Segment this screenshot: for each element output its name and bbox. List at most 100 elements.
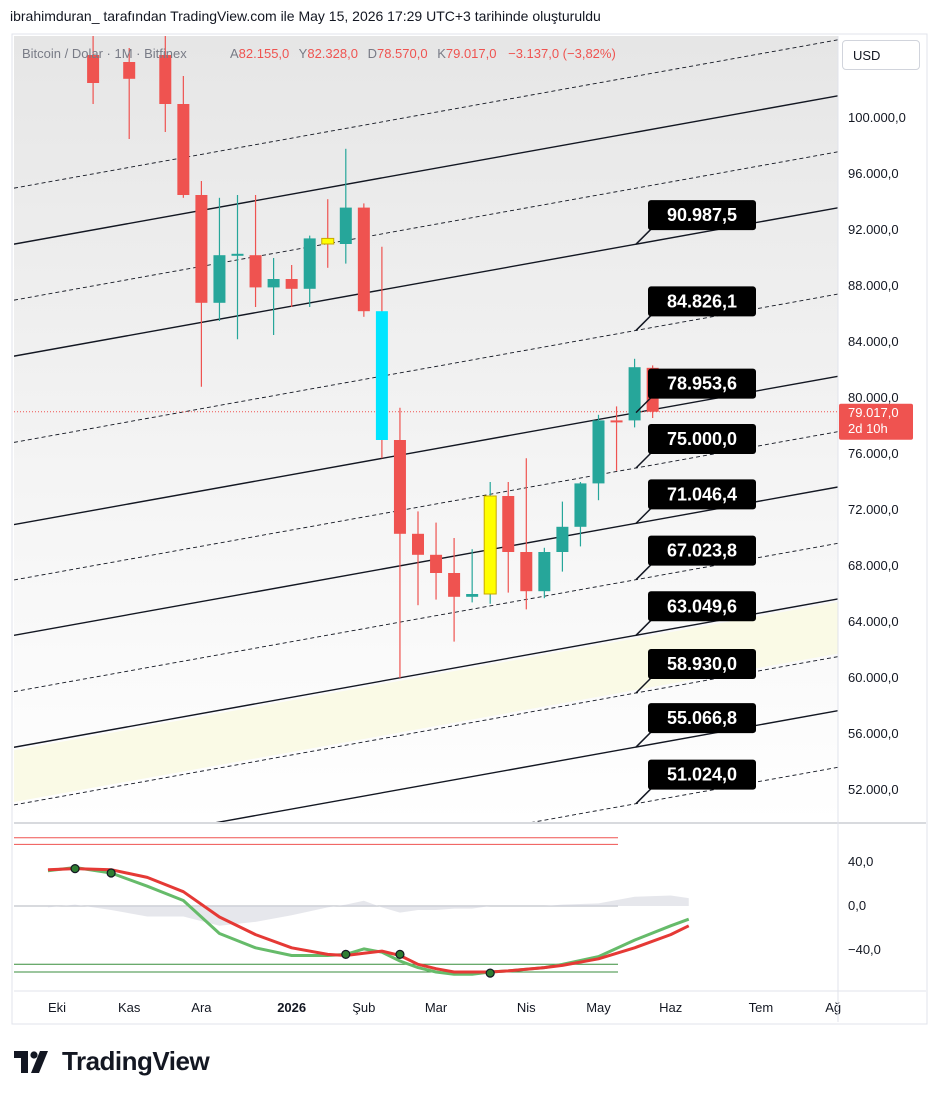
candle-body[interactable] bbox=[430, 554, 443, 573]
candle-body[interactable] bbox=[574, 483, 587, 527]
currency-button[interactable]: USD bbox=[842, 40, 920, 70]
candle-body[interactable] bbox=[520, 552, 533, 592]
close-label: K bbox=[437, 46, 446, 61]
label-box bbox=[648, 759, 756, 790]
channel-line[interactable] bbox=[14, 375, 838, 526]
candle-body[interactable] bbox=[123, 62, 136, 79]
channel-label[interactable]: 84.826,1 bbox=[635, 286, 756, 331]
label-box bbox=[648, 648, 756, 679]
candle-body[interactable] bbox=[213, 255, 226, 303]
open-label: A bbox=[230, 46, 239, 61]
price-tick-label: 96.000,0 bbox=[848, 166, 899, 181]
price-tick-label: 88.000,0 bbox=[848, 278, 899, 293]
channel-label[interactable]: 51.024,0 bbox=[635, 759, 756, 805]
high-label: Y bbox=[299, 46, 308, 61]
cross-marker bbox=[485, 968, 495, 978]
label-box bbox=[648, 286, 756, 317]
price-tick-label: 76.000,0 bbox=[848, 446, 899, 461]
time-tick-label: Tem bbox=[749, 1000, 774, 1015]
candle-body[interactable] bbox=[159, 55, 172, 104]
candle-body[interactable] bbox=[538, 552, 551, 592]
candle-body[interactable] bbox=[466, 594, 479, 597]
candle-body[interactable] bbox=[357, 207, 370, 312]
price-tick-label: 92.000,0 bbox=[848, 222, 899, 237]
channel-label-text: 58.930,0 bbox=[667, 654, 737, 674]
high-value: 82.328,0 bbox=[307, 46, 358, 61]
price-tick-label: 68.000,0 bbox=[848, 558, 899, 573]
price-tick-label: 56.000,0 bbox=[848, 726, 899, 741]
channel-label-text: 78.953,6 bbox=[667, 374, 737, 394]
symbol-legend[interactable]: Bitcoin / Dolar · 1M · Bitfinex A82.155,… bbox=[22, 46, 616, 61]
low-value: 78.570,0 bbox=[377, 46, 428, 61]
channel-label-text: 75.000,0 bbox=[667, 429, 737, 449]
time-tick-label: Kas bbox=[118, 1000, 141, 1015]
channel-label[interactable]: 90.987,5 bbox=[635, 200, 756, 245]
candle-body[interactable] bbox=[448, 573, 461, 597]
channel-label-text: 84.826,1 bbox=[667, 291, 737, 311]
candle-body[interactable] bbox=[267, 279, 280, 288]
channel-line[interactable] bbox=[14, 207, 838, 357]
candle-body[interactable] bbox=[87, 55, 100, 83]
candle-body[interactable] bbox=[231, 253, 244, 256]
channel-line[interactable] bbox=[14, 710, 838, 859]
cross-marker bbox=[341, 949, 351, 960]
candle-body[interactable] bbox=[483, 495, 497, 595]
ohlc-values: A82.155,0 Y82.328,0 D78.570,0 K79.017,0 … bbox=[230, 46, 616, 61]
candle-body[interactable] bbox=[592, 420, 605, 484]
channel-label-text: 71.046,4 bbox=[667, 484, 737, 504]
candle-body[interactable] bbox=[321, 237, 335, 245]
time-tick-label: 2026 bbox=[277, 1000, 306, 1015]
price-tick-label: 60.000,0 bbox=[848, 670, 899, 685]
candle-body[interactable] bbox=[502, 496, 515, 552]
label-box bbox=[648, 535, 756, 566]
candle-body[interactable] bbox=[628, 367, 641, 421]
candle-body[interactable] bbox=[177, 104, 190, 195]
channel-label[interactable]: 63.049,6 bbox=[635, 591, 756, 636]
candle-body[interactable] bbox=[195, 195, 208, 303]
candle-body[interactable] bbox=[339, 207, 352, 244]
time-tick-label: May bbox=[586, 1000, 611, 1015]
symbol-name: Bitcoin / Dolar · 1M · Bitfinex bbox=[22, 46, 187, 61]
candle-body[interactable] bbox=[393, 440, 406, 534]
channel-label[interactable]: 67.023,8 bbox=[635, 535, 756, 581]
channel-label[interactable]: 71.046,4 bbox=[635, 479, 756, 524]
cross-marker bbox=[70, 863, 80, 874]
price-tick-label: 64.000,0 bbox=[848, 614, 899, 629]
channel-line[interactable] bbox=[14, 486, 838, 636]
highlight-band bbox=[14, 601, 838, 802]
price-tick-label: 80.000,0 bbox=[848, 390, 899, 405]
price-tick-label: 72.000,0 bbox=[848, 502, 899, 517]
candle-body[interactable] bbox=[249, 255, 262, 288]
osc-tick-label: −40,0 bbox=[848, 942, 881, 957]
cross-marker bbox=[395, 949, 405, 960]
candle-body[interactable] bbox=[375, 311, 388, 440]
candle-body[interactable] bbox=[556, 526, 569, 552]
candle-body[interactable] bbox=[285, 279, 298, 289]
attribution-text: ibrahimduran_ tarafından TradingView.com… bbox=[10, 8, 601, 24]
tradingview-footer[interactable]: TradingView bbox=[14, 1046, 210, 1077]
histogram-area bbox=[47, 895, 689, 926]
low-label: D bbox=[368, 46, 377, 61]
channel-label[interactable]: 78.953,6 bbox=[635, 368, 756, 414]
channel-label-text: 63.049,6 bbox=[667, 596, 737, 616]
channel-label[interactable]: 58.930,0 bbox=[635, 648, 756, 694]
channel-line-extra[interactable] bbox=[14, 95, 838, 245]
time-tick-label: Nis bbox=[517, 1000, 536, 1015]
candle-body[interactable] bbox=[303, 238, 316, 289]
channel-label[interactable]: 55.066,8 bbox=[635, 703, 756, 748]
candle-body[interactable] bbox=[610, 420, 623, 423]
open-value: 82.155,0 bbox=[239, 46, 290, 61]
candle-body[interactable] bbox=[412, 533, 424, 555]
channel-line[interactable] bbox=[14, 598, 838, 748]
channel-label[interactable]: 75.000,0 bbox=[635, 424, 756, 469]
price-tick-label: 84.000,0 bbox=[848, 334, 899, 349]
price-tick-label: 52.000,0 bbox=[848, 782, 899, 797]
tradingview-brand: TradingView bbox=[62, 1046, 210, 1076]
label-box bbox=[648, 591, 756, 622]
time-tick-label: Mar bbox=[425, 1000, 448, 1015]
close-value: 79.017,0 bbox=[446, 46, 497, 61]
tradingview-logo-icon bbox=[14, 1050, 48, 1073]
label-box bbox=[648, 424, 756, 454]
last-price-value: 79.017,0 bbox=[848, 405, 899, 420]
